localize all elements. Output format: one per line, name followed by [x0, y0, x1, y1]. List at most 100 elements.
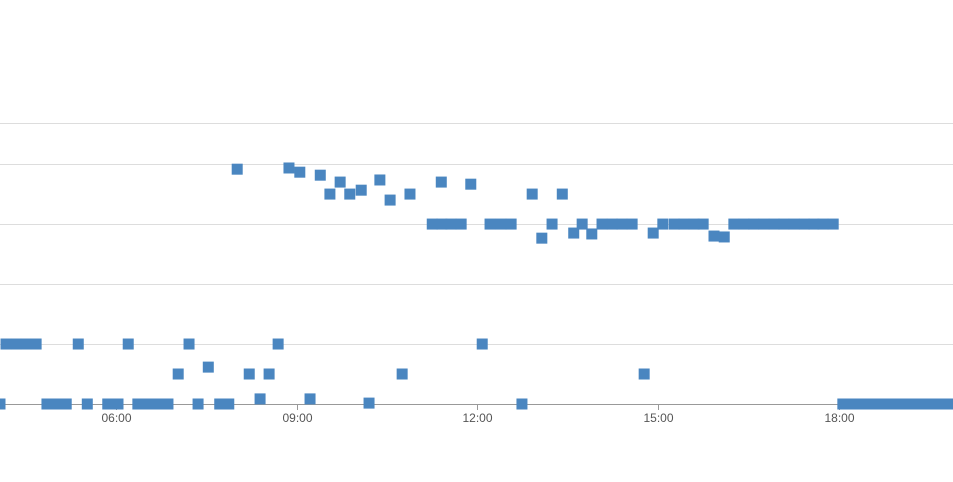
marker	[896, 398, 908, 410]
marker	[404, 188, 416, 200]
marker	[243, 368, 255, 380]
marker	[728, 218, 740, 230]
marker	[304, 393, 316, 405]
marker	[374, 174, 386, 186]
marker	[396, 368, 408, 380]
marker	[283, 162, 295, 174]
x-tick-label: 15:00	[643, 411, 673, 425]
marker	[937, 398, 949, 410]
marker	[927, 398, 939, 410]
marker	[152, 398, 164, 410]
marker	[837, 398, 849, 410]
marker	[384, 194, 396, 206]
marker	[798, 218, 810, 230]
marker	[606, 218, 618, 230]
marker	[231, 163, 243, 175]
marker	[546, 218, 558, 230]
x-tick-label: 12:00	[462, 411, 492, 425]
marker	[484, 218, 496, 230]
marker	[263, 368, 275, 380]
marker	[616, 218, 628, 230]
marker	[536, 232, 548, 244]
marker	[516, 398, 528, 410]
marker	[294, 166, 306, 178]
marker	[81, 398, 93, 410]
marker	[436, 218, 448, 230]
marker	[718, 231, 730, 243]
marker	[586, 228, 598, 240]
marker	[638, 368, 650, 380]
marker	[907, 398, 919, 410]
marker	[887, 398, 899, 410]
marker	[495, 218, 507, 230]
marker	[808, 218, 820, 230]
marker	[51, 398, 63, 410]
marker	[112, 398, 124, 410]
marker	[708, 230, 720, 242]
marker	[102, 398, 114, 410]
marker	[788, 218, 800, 230]
marker	[657, 218, 669, 230]
marker	[455, 218, 467, 230]
marker	[758, 218, 770, 230]
marker	[223, 398, 235, 410]
marker	[505, 218, 517, 230]
marker	[132, 398, 144, 410]
marker	[435, 176, 447, 188]
marker	[324, 188, 336, 200]
marker	[445, 218, 457, 230]
marker	[60, 398, 72, 410]
marker	[768, 218, 780, 230]
marker	[668, 218, 680, 230]
marker	[917, 398, 929, 410]
marker	[30, 338, 42, 350]
marker	[254, 393, 266, 405]
marker	[363, 397, 375, 409]
marker	[778, 218, 790, 230]
x-tick-label: 09:00	[282, 411, 312, 425]
marker	[626, 218, 638, 230]
marker	[426, 218, 438, 230]
marker	[867, 398, 879, 410]
marker	[817, 218, 829, 230]
marker	[214, 398, 226, 410]
marker	[162, 398, 174, 410]
marker	[576, 218, 588, 230]
marker	[272, 338, 284, 350]
marker	[142, 398, 154, 410]
marker	[0, 398, 6, 410]
marker	[10, 338, 22, 350]
x-tick-label: 18:00	[824, 411, 854, 425]
marker	[476, 338, 488, 350]
marker	[20, 338, 32, 350]
marker	[355, 184, 367, 196]
marker	[183, 338, 195, 350]
marker	[877, 398, 889, 410]
marker	[596, 218, 608, 230]
marker	[847, 398, 859, 410]
marker	[465, 178, 477, 190]
marker	[647, 227, 659, 239]
marker	[526, 188, 538, 200]
marker	[678, 218, 690, 230]
marker	[556, 188, 568, 200]
marker	[0, 338, 12, 350]
x-tick-label: 06:00	[101, 411, 131, 425]
marker	[568, 227, 580, 239]
marker	[122, 338, 134, 350]
marker	[697, 218, 709, 230]
marker	[192, 398, 204, 410]
marker	[827, 218, 839, 230]
marker	[72, 338, 84, 350]
marker	[334, 176, 346, 188]
marker	[738, 218, 750, 230]
marker	[314, 169, 326, 181]
marker	[688, 218, 700, 230]
marker	[856, 398, 868, 410]
marker	[202, 361, 214, 373]
marker	[41, 398, 53, 410]
marker	[172, 368, 184, 380]
marker	[344, 188, 356, 200]
